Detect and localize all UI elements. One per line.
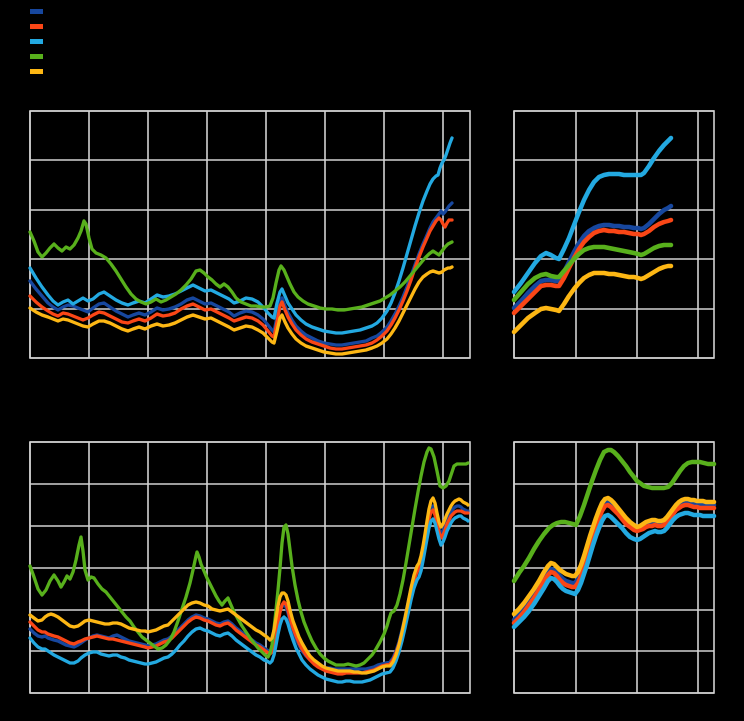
series-line-light-blue xyxy=(28,514,470,684)
series-line-dark-blue xyxy=(511,203,674,311)
series-line-green xyxy=(511,447,717,584)
legend-swatch-icon xyxy=(30,69,43,74)
series-line-light-blue xyxy=(511,135,674,295)
series-line-orange-red xyxy=(28,216,454,351)
legend-swatch-icon xyxy=(30,54,43,59)
plot-frame xyxy=(513,110,715,359)
legend-swatch-icon xyxy=(30,9,43,14)
series-line-green xyxy=(511,242,674,303)
legend-swatch-icon xyxy=(30,39,43,44)
series-line-light-blue xyxy=(511,510,717,630)
series-line-orange-red xyxy=(511,502,717,626)
series-line-orange-red xyxy=(511,217,674,316)
series-line-green xyxy=(28,446,470,668)
series-line-light-blue xyxy=(28,136,454,335)
legend-swatch-icon xyxy=(30,24,43,29)
chart-bottom-right xyxy=(511,441,717,694)
series-line-yellow xyxy=(511,495,717,617)
series-line-yellow xyxy=(28,496,470,675)
chart-top-right xyxy=(511,110,715,359)
series-line-yellow xyxy=(511,263,674,335)
series-line-yellow xyxy=(28,265,454,356)
plot-frame xyxy=(513,441,715,694)
chart-bottom-left xyxy=(28,441,471,694)
chart-top-left xyxy=(28,110,471,359)
series-line-green xyxy=(28,219,454,312)
